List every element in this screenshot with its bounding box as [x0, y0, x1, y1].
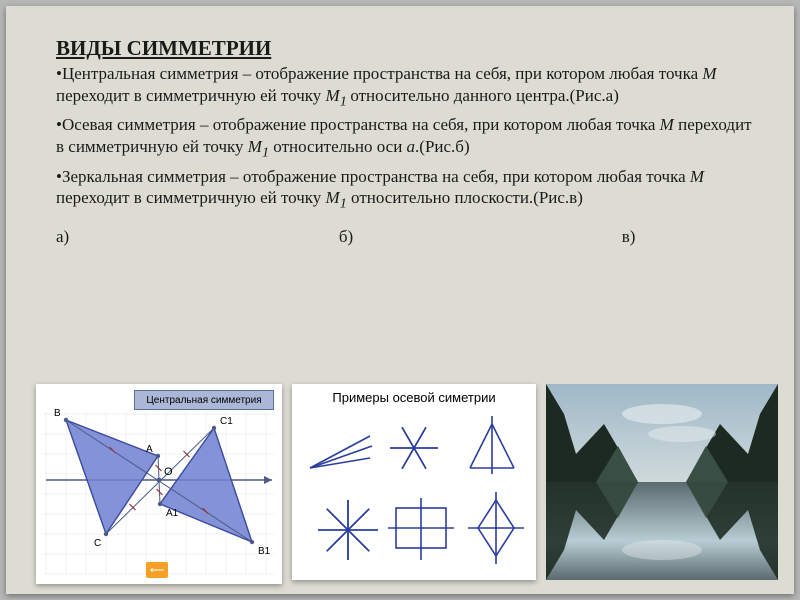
figure-b-axial-examples: Примеры осевой симетрии	[292, 384, 536, 580]
slide-title: ВИДЫ СИММЕТРИИ	[56, 36, 756, 61]
para-mirror: •Зеркальная симметрия – отображение прос…	[56, 166, 756, 213]
svg-text:A: A	[146, 444, 153, 455]
label-a: а)	[56, 227, 339, 247]
figures-row: Центральная симметрия OABCA1B1C1 ⟵ Приме…	[36, 384, 778, 584]
figure-labels: а) б) в)	[56, 227, 776, 247]
figure-b-svg	[292, 408, 536, 578]
svg-text:C1: C1	[220, 416, 233, 427]
figure-b-title: Примеры осевой симетрии	[292, 384, 536, 405]
svg-text:A1: A1	[166, 508, 179, 519]
back-button[interactable]: ⟵	[146, 562, 168, 578]
svg-text:B: B	[54, 408, 61, 419]
label-b: б)	[339, 227, 622, 247]
svg-text:C: C	[94, 538, 101, 549]
figure-c-mirror-scene	[546, 384, 778, 580]
text-content: ВИДЫ СИММЕТРИИ •Центральная симметрия – …	[56, 36, 756, 253]
para-central: •Центральная симметрия – отображение про…	[56, 63, 756, 110]
figure-c-svg	[546, 384, 778, 580]
para-axial: •Осевая симметрия – отображение простран…	[56, 114, 756, 161]
figure-a-svg: OA B C A1 B1 C1	[36, 384, 282, 584]
label-c: в)	[622, 227, 776, 247]
svg-text:O: O	[164, 466, 173, 478]
figure-a-central-symmetry: Центральная симметрия OABCA1B1C1 ⟵	[36, 384, 282, 584]
svg-text:B1: B1	[258, 546, 271, 557]
slide: ВИДЫ СИММЕТРИИ •Центральная симметрия – …	[6, 6, 794, 594]
